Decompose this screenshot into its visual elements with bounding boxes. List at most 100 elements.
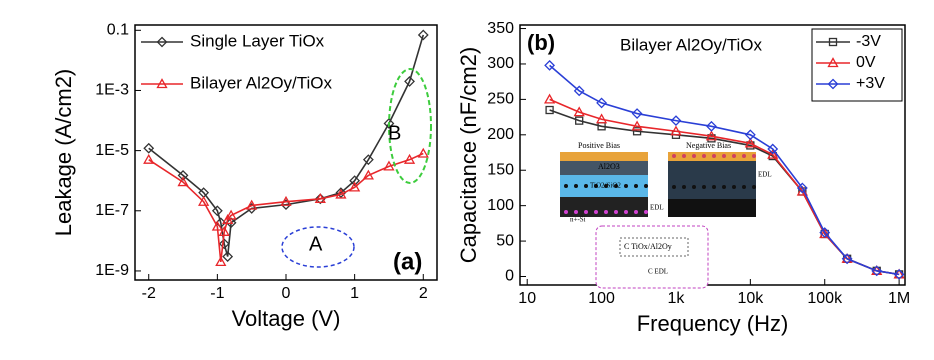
inset-layer bbox=[668, 161, 756, 199]
circuit-box bbox=[595, 225, 709, 289]
charge bbox=[672, 154, 676, 158]
y-tick-label: 1E-5 bbox=[95, 142, 129, 159]
data-point bbox=[314, 193, 326, 205]
y-tick-label: 0 bbox=[505, 268, 514, 285]
inset-layer bbox=[560, 152, 648, 161]
charge bbox=[594, 210, 598, 214]
charge bbox=[634, 184, 638, 188]
x-tick-label: 0 bbox=[282, 285, 291, 302]
legend-marker bbox=[828, 37, 838, 47]
y-tick-label: 200 bbox=[487, 126, 514, 143]
charge bbox=[624, 210, 628, 214]
legend-box bbox=[811, 28, 903, 102]
panel-label: (a) bbox=[393, 248, 422, 275]
y-tick-label: 1E-3 bbox=[95, 82, 129, 99]
charge bbox=[634, 210, 638, 214]
chart-subtitle: Bilayer Al2Oy/TiOx bbox=[620, 35, 763, 54]
x-tick-label: 1 bbox=[350, 285, 359, 302]
data-point bbox=[573, 106, 585, 117]
data-point bbox=[744, 137, 756, 148]
data-point bbox=[631, 108, 643, 119]
charge bbox=[624, 184, 628, 188]
charge bbox=[702, 154, 706, 158]
charge bbox=[712, 154, 716, 158]
plot-frame bbox=[134, 24, 438, 281]
data-point bbox=[383, 160, 395, 171]
x-tick-label: 1k bbox=[668, 290, 686, 307]
charge bbox=[752, 154, 756, 158]
x-axis-label: Frequency (Hz) bbox=[637, 311, 789, 336]
charge bbox=[574, 184, 578, 188]
y-tick-label: 50 bbox=[496, 232, 514, 249]
inset-label: Positive Bias bbox=[578, 141, 620, 150]
y-tick-label: 1E-9 bbox=[95, 262, 129, 279]
data-point bbox=[417, 29, 429, 41]
charge bbox=[682, 154, 686, 158]
charge bbox=[722, 185, 726, 189]
x-tick-label: 10 bbox=[518, 290, 536, 307]
y-tick-label: 0.1 bbox=[107, 22, 129, 39]
data-point bbox=[177, 169, 189, 181]
data-point bbox=[544, 59, 556, 71]
data-point bbox=[543, 93, 556, 104]
charge bbox=[742, 185, 746, 189]
y-axis-label: Capacitance (nF/cm2) bbox=[456, 47, 481, 263]
data-point bbox=[218, 225, 230, 236]
charge bbox=[604, 184, 608, 188]
data-point bbox=[632, 127, 642, 136]
highlight-b bbox=[388, 68, 432, 184]
charge bbox=[732, 154, 736, 158]
data-point bbox=[211, 205, 223, 217]
circuit-element bbox=[619, 237, 689, 257]
charge bbox=[584, 210, 588, 214]
annotation: A bbox=[309, 233, 323, 255]
data-point bbox=[211, 220, 223, 231]
charge bbox=[604, 210, 608, 214]
data-point bbox=[143, 142, 155, 154]
charge bbox=[682, 185, 686, 189]
data-point bbox=[198, 195, 210, 206]
data-point bbox=[314, 192, 326, 203]
data-point bbox=[225, 217, 237, 229]
inset-label: EDL bbox=[650, 204, 664, 212]
data-point bbox=[670, 115, 682, 127]
inset-layer bbox=[668, 199, 756, 217]
charge bbox=[564, 184, 568, 188]
x-tick-label: 1M bbox=[888, 290, 910, 307]
x-tick-label: 100 bbox=[588, 290, 615, 307]
y-axis-label: Leakage (A/cm2) bbox=[51, 69, 76, 237]
data-point bbox=[631, 120, 643, 131]
charge bbox=[752, 185, 756, 189]
data-point bbox=[403, 153, 416, 164]
y-tick-label: 150 bbox=[487, 161, 514, 178]
y-tick-label: 250 bbox=[487, 91, 514, 108]
data-point bbox=[705, 130, 718, 141]
data-point bbox=[362, 154, 374, 166]
data-point bbox=[280, 195, 292, 206]
charge bbox=[584, 184, 588, 188]
charge bbox=[672, 185, 676, 189]
y-tick-label: 1E-7 bbox=[95, 202, 129, 219]
data-point bbox=[218, 238, 230, 250]
data-point bbox=[596, 97, 608, 109]
data-point bbox=[143, 153, 155, 164]
charge bbox=[594, 184, 598, 188]
inset-label: Negative Bias bbox=[686, 141, 731, 150]
charge bbox=[712, 185, 716, 189]
data-point bbox=[796, 182, 808, 194]
inset: Positive Bias Negative Bias Al2O3 TiO2/SiO2… bbox=[560, 141, 772, 289]
inset-layer bbox=[560, 197, 648, 217]
legend-marker bbox=[156, 36, 168, 48]
data-point bbox=[225, 209, 237, 220]
series-line bbox=[148, 34, 425, 257]
data-point bbox=[383, 118, 395, 129]
x-tick-label: -1 bbox=[210, 285, 224, 302]
data-point bbox=[595, 113, 608, 124]
inset-label: Al2O3 bbox=[598, 162, 620, 171]
charge bbox=[574, 210, 578, 214]
x-tick-label: -2 bbox=[142, 285, 156, 302]
x-tick-label: 10k bbox=[737, 290, 764, 307]
plot-frame bbox=[519, 24, 906, 286]
data-point bbox=[893, 268, 905, 280]
